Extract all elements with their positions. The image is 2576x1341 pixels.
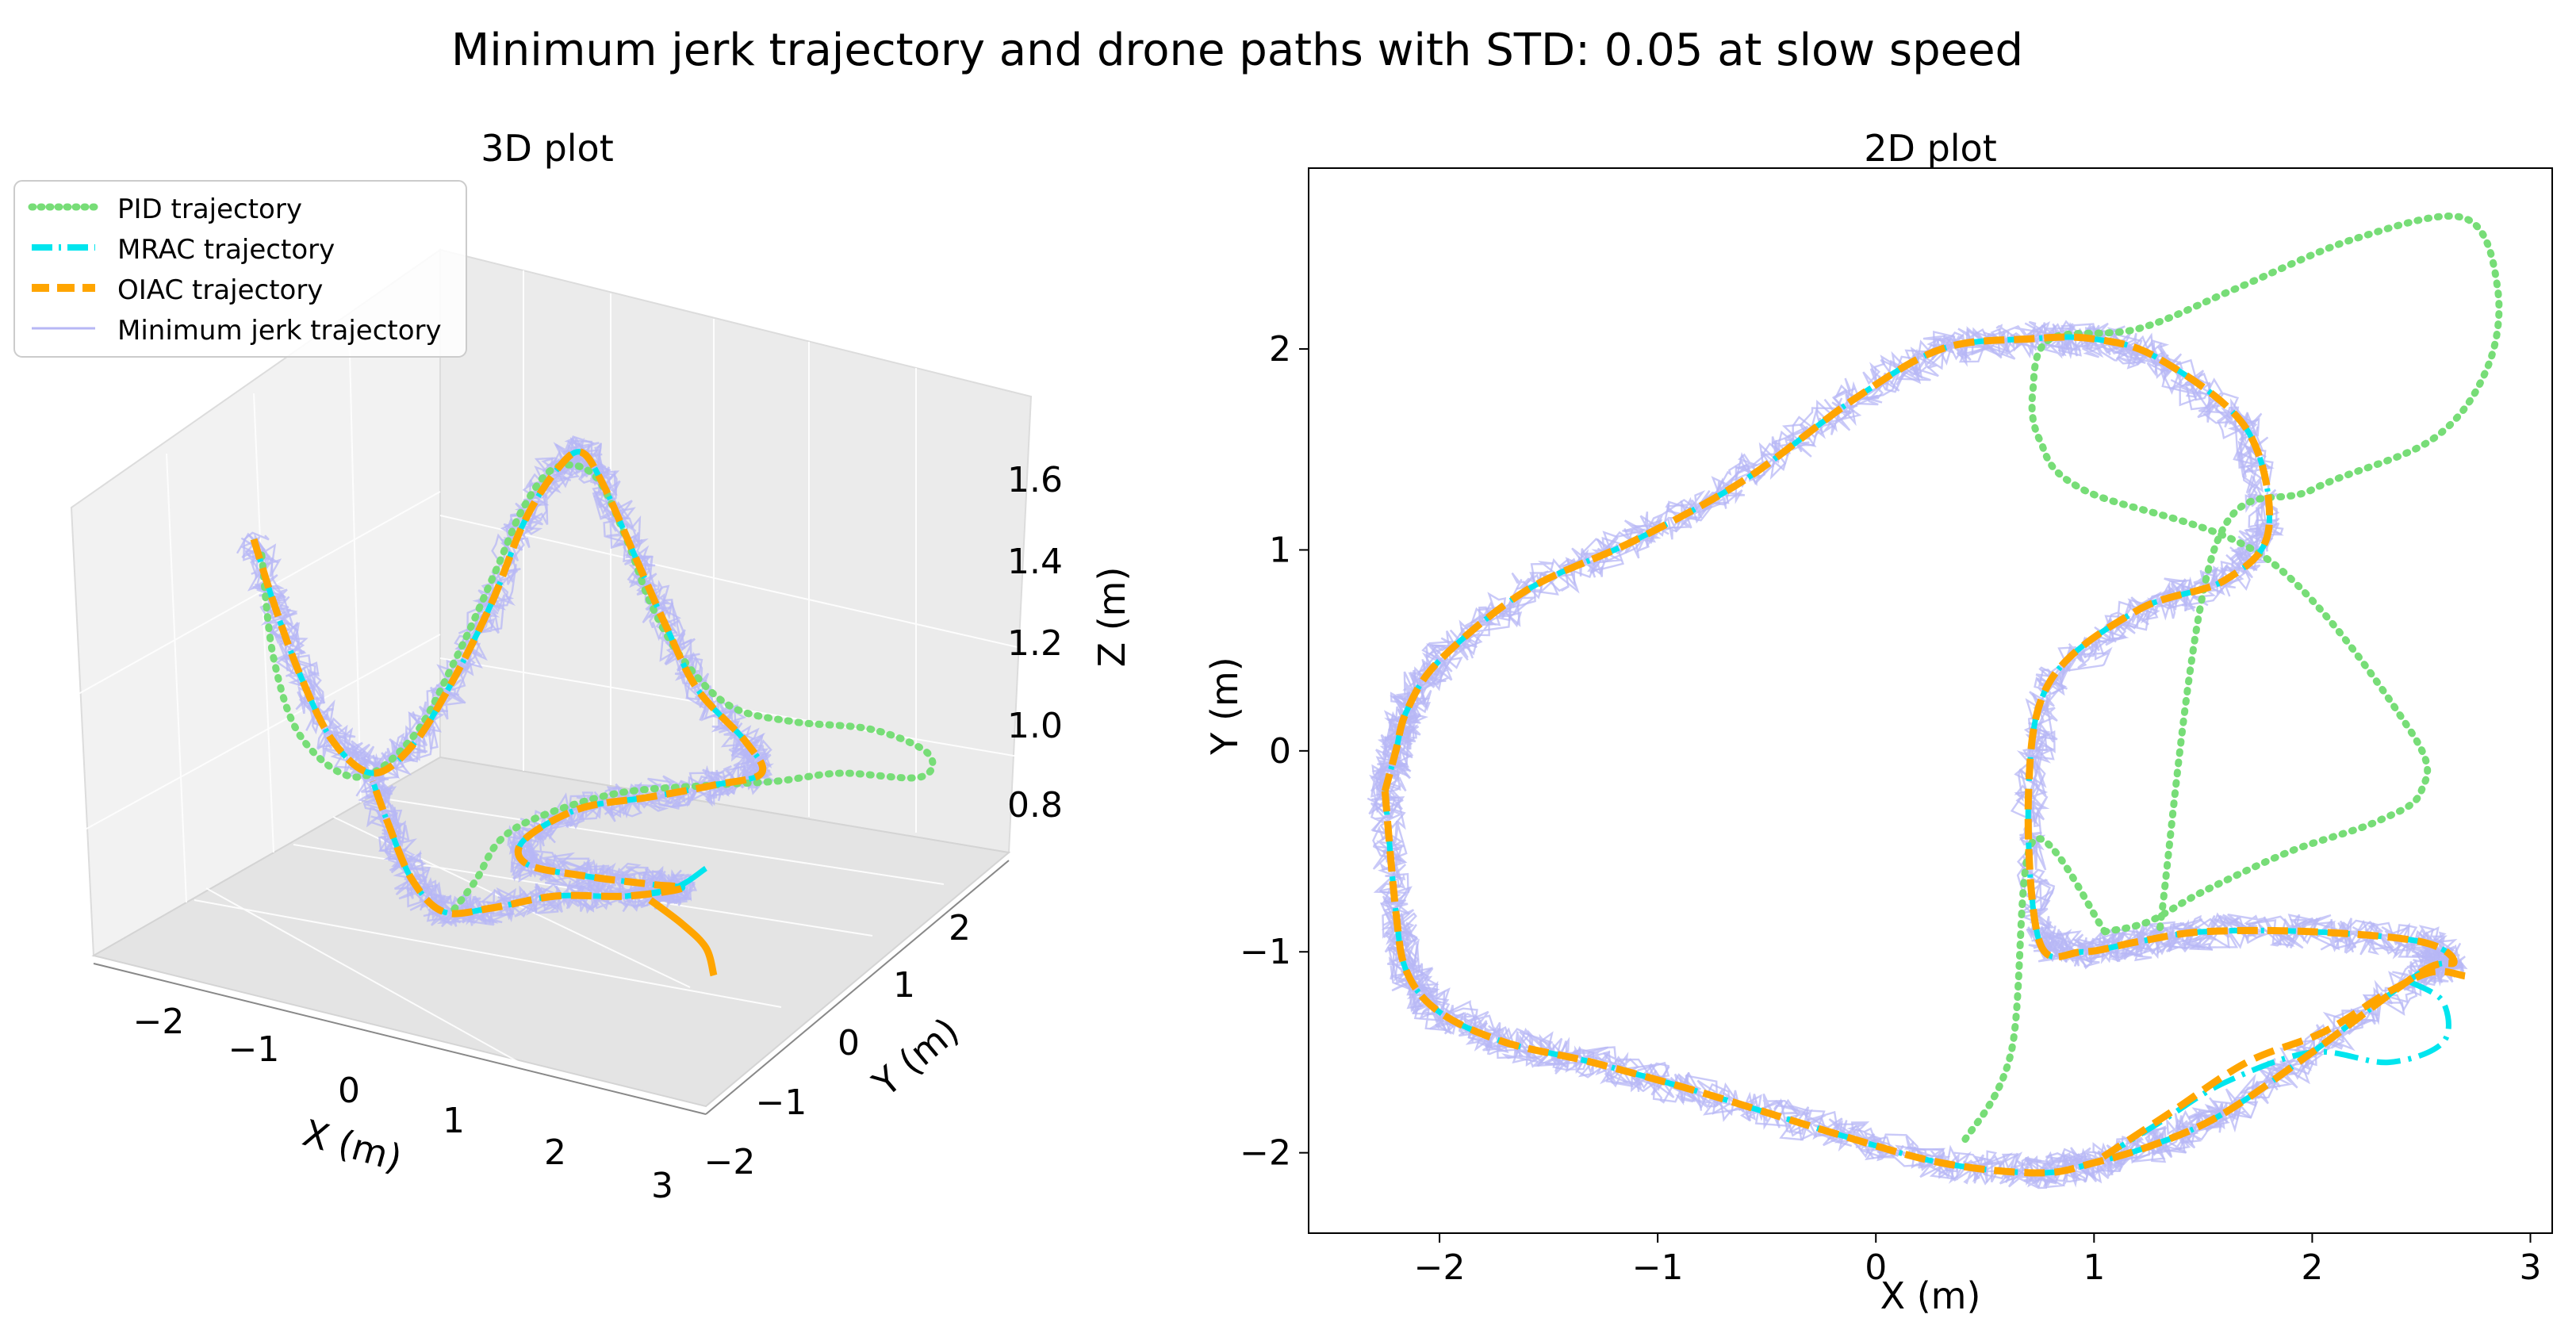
legend-label-pid: PID trajectory — [117, 193, 302, 225]
x-tick-3d: −2 — [133, 1002, 185, 1042]
x-tick-label: 3 — [2519, 1247, 2541, 1288]
trajectories-3d — [236, 435, 937, 977]
plot-3d-title: 3D plot — [481, 127, 613, 170]
legend-label-oiac: OIAC trajectory — [117, 274, 323, 306]
x-axis-label-2d: X (m) — [1880, 1274, 1981, 1317]
y-tick-3d: −2 — [704, 1142, 756, 1182]
y-tick-label: 2 — [1269, 329, 1291, 370]
pid-line — [1959, 213, 2503, 1147]
y-tick-3d: 1 — [893, 965, 915, 1006]
y-tick-label: 1 — [1269, 530, 1291, 570]
z-tick-3d: 0.8 — [1007, 785, 1063, 826]
y-axis-label-2d: Y (m) — [1203, 657, 1246, 755]
pane-back-right — [439, 248, 1033, 854]
y-tick-label: −2 — [1240, 1133, 1291, 1174]
x-tick-label: −2 — [1414, 1247, 1466, 1288]
legend-3d: PID trajectory MRAC trajectory OIAC traj… — [13, 180, 467, 358]
mrac-line — [2092, 979, 2451, 1166]
plot-3d: 3D plot −2 −1 — [13, 127, 1133, 1206]
ticks-2d: −2 −1 0 1 2 3 −2 −1 0 1 2 — [1240, 329, 2541, 1288]
plot-2d: 2D plot −2 −1 0 1 2 3 −2 −1 0 1 2 X (m) Y (m) — [1203, 127, 2553, 1317]
pane-floor — [91, 756, 1011, 1108]
z-tick-3d: 1.2 — [1007, 623, 1063, 664]
x-tick-3d: 1 — [443, 1101, 465, 1141]
min-jerk-line — [1370, 320, 2468, 1190]
y-tick-3d: −1 — [756, 1082, 807, 1123]
x-tick-3d: −1 — [228, 1029, 280, 1070]
series-2d — [1367, 213, 2503, 1190]
x-tick-3d: 2 — [544, 1132, 566, 1173]
x-tick-label: −1 — [1632, 1247, 1684, 1288]
oiac-line-3d — [648, 897, 718, 977]
x-tick-label: 2 — [2301, 1247, 2323, 1288]
x-axis-label-3d: X (m) — [298, 1111, 407, 1180]
pid-line-3d — [258, 461, 937, 916]
plot-2d-frame — [1308, 167, 2553, 1234]
x-axis-3d: −2 −1 0 1 2 3 X (m) — [93, 963, 707, 1206]
y-tick-3d: 0 — [838, 1023, 860, 1063]
oiac-line — [1381, 333, 2458, 1177]
x-tick-3d: 3 — [651, 1166, 673, 1206]
y-tick-3d: 2 — [949, 908, 971, 948]
legend-label-minjerk: Minimum jerk trajectory — [117, 315, 442, 347]
z-axis-label-3d: Z (m) — [1091, 567, 1133, 668]
oiac-line-3d — [250, 448, 767, 918]
z-tick-3d: 1.6 — [1007, 460, 1063, 500]
z-tick-3d: 1.4 — [1007, 542, 1063, 582]
y-axis-label-3d: Y (m) — [864, 1009, 967, 1105]
x-tick-label: 1 — [2083, 1247, 2105, 1288]
legend-box — [13, 180, 467, 358]
z-axis-3d: 0.8 1.0 1.2 1.4 1.6 Z (m) — [1007, 460, 1133, 826]
y-tick-label: −1 — [1240, 932, 1291, 972]
figure-title: Minimum jerk trajectory and drone paths … — [451, 25, 2023, 76]
x-tick-3d: 0 — [338, 1071, 360, 1111]
x-tick-label: 0 — [1865, 1247, 1887, 1288]
oiac-line — [2091, 967, 2466, 1167]
legend-label-mrac: MRAC trajectory — [117, 234, 335, 266]
z-tick-3d: 1.0 — [1007, 706, 1063, 746]
plot-2d-title: 2D plot — [1864, 127, 1996, 170]
y-tick-label: 0 — [1269, 731, 1291, 772]
